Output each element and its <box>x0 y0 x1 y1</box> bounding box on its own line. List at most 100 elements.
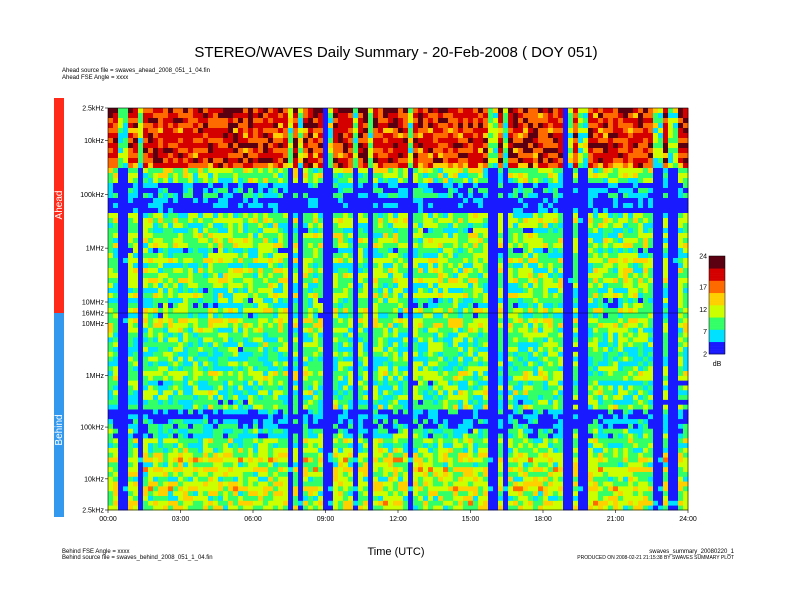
heatmap-cell <box>323 138 329 144</box>
ahead-band <box>54 98 64 313</box>
heatmap-cell <box>538 198 544 204</box>
heatmap-cell <box>478 298 484 304</box>
heatmap-cell <box>293 213 299 219</box>
heatmap-cell <box>383 298 389 304</box>
heatmap-cell <box>278 273 284 279</box>
heatmap-cell <box>123 138 129 144</box>
heatmap-cell <box>468 253 474 259</box>
heatmap-cell <box>148 178 154 184</box>
heatmap-cell <box>643 203 649 209</box>
heatmap-cell <box>663 233 669 239</box>
heatmap-cell <box>393 203 399 209</box>
heatmap-cell <box>383 308 389 314</box>
heatmap-cell <box>403 308 409 314</box>
heatmap-cell <box>203 505 209 511</box>
heatmap-cell <box>478 138 484 144</box>
heatmap-cell <box>558 213 564 219</box>
heatmap-cell <box>658 293 664 299</box>
heatmap-cell <box>638 148 644 154</box>
heatmap-cell <box>383 273 389 279</box>
heatmap-cell <box>313 143 319 149</box>
heatmap-cell <box>313 273 319 279</box>
heatmap-cell <box>553 203 559 209</box>
heatmap-cell <box>648 298 654 304</box>
chart-title: STEREO/WAVES Daily Summary - 20-Feb-2008… <box>194 44 598 61</box>
heatmap-cell <box>183 243 189 249</box>
heatmap-cell <box>523 233 529 239</box>
heatmap-cell <box>258 238 264 244</box>
heatmap-cell <box>313 178 319 184</box>
heatmap-cell <box>353 293 359 299</box>
heatmap-cell <box>523 308 529 314</box>
heatmap-cell <box>428 148 434 154</box>
heatmap-cell <box>443 183 449 189</box>
heatmap-cell <box>273 298 279 304</box>
heatmap-cell <box>653 263 659 269</box>
heatmap-cell <box>668 233 674 239</box>
heatmap-cell <box>343 173 349 179</box>
heatmap-cell <box>358 268 364 274</box>
heatmap-cell <box>378 303 384 309</box>
heatmap-cell <box>143 203 149 209</box>
heatmap-cell <box>618 133 624 139</box>
heatmap-cell <box>358 193 364 199</box>
heatmap-cell <box>318 213 324 219</box>
heatmap-cell <box>298 278 304 284</box>
heatmap-cell <box>403 223 409 229</box>
heatmap-cell <box>668 133 674 139</box>
heatmap-cell <box>128 193 134 199</box>
heatmap-cell <box>238 113 244 119</box>
heatmap-cell <box>593 163 599 169</box>
heatmap-cell <box>593 213 599 219</box>
heatmap-cell <box>603 173 609 179</box>
heatmap-cell <box>373 108 379 114</box>
heatmap-cell <box>673 183 679 189</box>
heatmap-cell <box>613 213 619 219</box>
heatmap-cell <box>683 253 689 259</box>
heatmap-cell <box>403 158 409 164</box>
heatmap-cell <box>598 173 604 179</box>
heatmap-cell <box>433 283 439 289</box>
heatmap-cell <box>383 213 389 219</box>
heatmap-cell <box>318 128 324 134</box>
heatmap-cell <box>603 183 609 189</box>
heatmap-cell <box>398 213 404 219</box>
heatmap-cell <box>323 113 329 119</box>
heatmap-cell <box>433 203 439 209</box>
heatmap-cell <box>458 203 464 209</box>
heatmap-cell <box>643 243 649 249</box>
heatmap-cell <box>363 263 369 269</box>
heatmap-cell <box>178 288 184 294</box>
heatmap-cell <box>578 118 584 124</box>
heatmap-cell <box>348 143 354 149</box>
heatmap-cell <box>458 193 464 199</box>
heatmap-cell <box>648 193 654 199</box>
heatmap-cell <box>233 153 239 159</box>
heatmap-cell <box>198 168 204 174</box>
heatmap-cell <box>263 223 269 229</box>
heatmap-cell <box>668 263 674 269</box>
heatmap-cell <box>318 243 324 249</box>
heatmap-cell <box>423 133 429 139</box>
heatmap-cell <box>608 208 614 214</box>
heatmap-cell <box>373 203 379 209</box>
heatmap-cell <box>393 278 399 284</box>
heatmap-cell <box>228 268 234 274</box>
heatmap-cell <box>678 243 684 249</box>
heatmap-cell <box>598 228 604 234</box>
heatmap-cell <box>148 258 154 264</box>
heatmap-cell <box>388 118 394 124</box>
heatmap-cell <box>558 288 564 294</box>
heatmap-cell <box>623 303 629 309</box>
heatmap-cell <box>553 238 559 244</box>
heatmap-cell <box>153 108 159 114</box>
heatmap-cell <box>678 133 684 139</box>
heatmap-cell <box>173 308 179 314</box>
heatmap-cell <box>323 133 329 139</box>
heatmap-cell <box>313 173 319 179</box>
heatmap-cell <box>118 308 124 314</box>
heatmap-cell <box>393 293 399 299</box>
heatmap-cell <box>223 308 229 314</box>
heatmap-cell <box>473 248 479 254</box>
heatmap-cell <box>528 128 534 134</box>
